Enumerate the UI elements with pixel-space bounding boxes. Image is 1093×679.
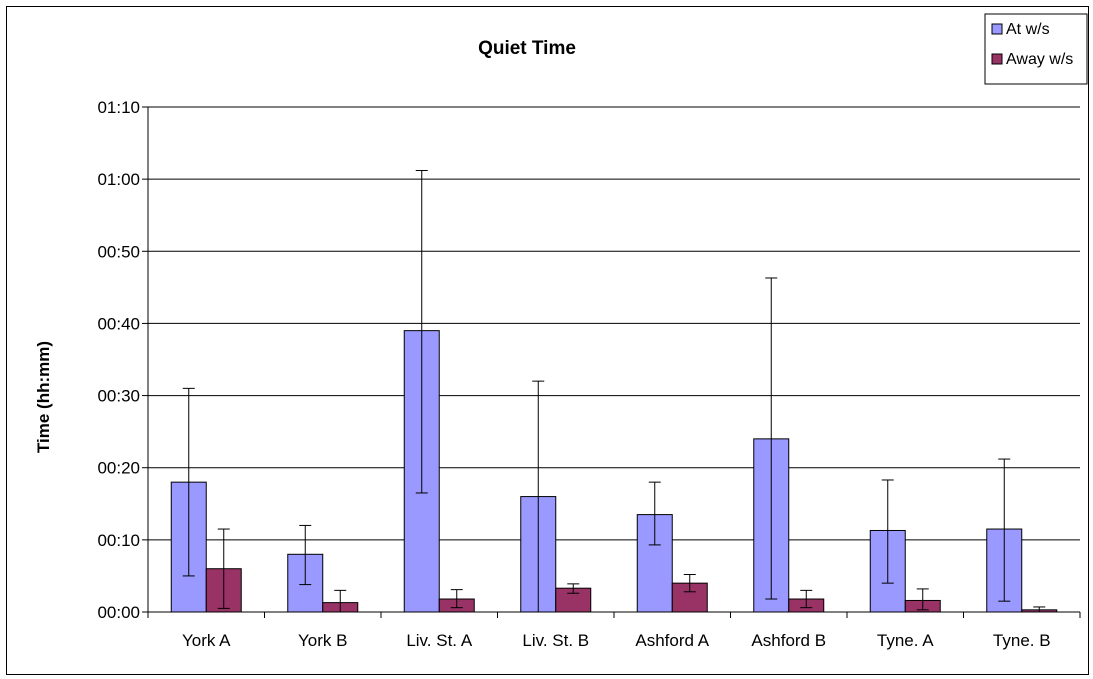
legend-entry: Away w/s	[1006, 51, 1073, 68]
legend-swatch	[991, 53, 1003, 65]
y-tick-label: 00:20	[97, 459, 140, 478]
y-tick-label: 01:00	[97, 170, 140, 189]
x-tick-label: York B	[298, 631, 347, 650]
legend-swatch	[991, 23, 1003, 35]
y-tick-label: 00:40	[97, 314, 140, 333]
y-tick-label: 01:10	[97, 98, 140, 117]
y-tick-label: 00:10	[97, 531, 140, 550]
x-tick-label: Liv. St. A	[406, 631, 472, 650]
bars	[170, 169, 1058, 613]
y-tick-label: 00:00	[97, 603, 140, 622]
x-tick-label: Ashford A	[635, 631, 709, 650]
x-tick-label: Tyne. A	[877, 631, 934, 650]
y-tick-label: 00:50	[97, 242, 140, 261]
gridlines	[148, 106, 1080, 541]
x-tick-label: Liv. St. B	[522, 631, 589, 650]
y-tick-label: 00:30	[97, 387, 140, 406]
chart-title: Quiet Time	[478, 38, 576, 59]
axes: 00:00 00:10 00:20 00:30 00:40 00:50 01:00 01:10…	[97, 98, 1081, 650]
x-tick-label: Tyne. B	[993, 631, 1051, 650]
x-tick-label: Ashford B	[751, 631, 826, 650]
y-axis-label: Time (hh:mm)	[34, 341, 53, 453]
legend: At w/s Away w/s	[984, 13, 1088, 85]
x-tick-label: York A	[182, 631, 231, 650]
legend-entry: At w/s	[1006, 21, 1050, 38]
